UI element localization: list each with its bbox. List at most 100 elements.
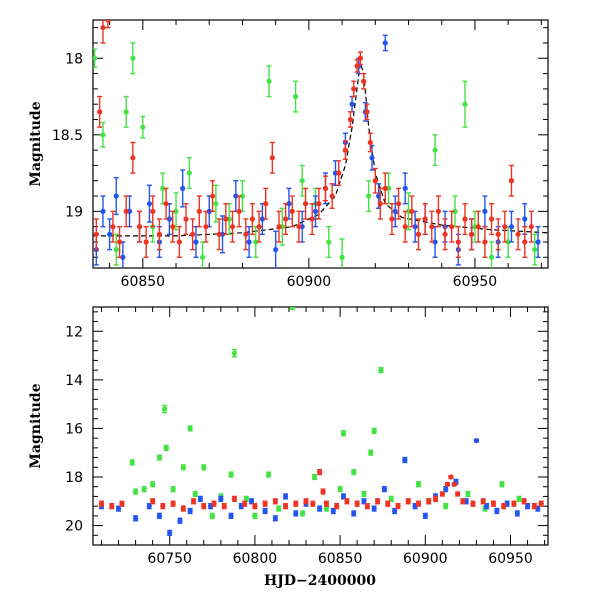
- x-tick-label: 60850: [318, 551, 363, 567]
- data-point-green: [300, 510, 306, 517]
- data-point-blue: [514, 510, 520, 517]
- bottom-panel-frame: [92, 306, 549, 546]
- data-point-red: [276, 224, 282, 230]
- data-point-red: [382, 185, 388, 191]
- data-point-red: [354, 501, 360, 507]
- data-point-blue: [180, 185, 186, 191]
- data-point-green: [231, 350, 238, 356]
- data-point-blue: [218, 496, 224, 502]
- data-point-blue: [177, 518, 183, 524]
- data-point-red: [415, 501, 422, 507]
- data-point-red: [170, 501, 176, 507]
- data-point-blue: [146, 201, 153, 207]
- data-point-blue: [412, 224, 418, 230]
- data-point-red: [409, 208, 415, 214]
- data-point-red: [105, 20, 111, 23]
- data-point-green: [371, 428, 377, 434]
- data-point-blue: [494, 508, 500, 514]
- data-point-blue: [166, 216, 172, 222]
- data-point-red: [190, 231, 196, 237]
- x-tick-label: 60950: [453, 274, 498, 290]
- data-point-blue: [146, 503, 152, 509]
- data-point-blue: [508, 224, 515, 230]
- data-point-green: [432, 147, 438, 153]
- data-point-blue: [402, 185, 408, 191]
- y-tick-label: 18: [65, 51, 83, 67]
- data-point-red: [469, 231, 475, 237]
- data-point-green: [243, 496, 249, 502]
- data-point-blue: [286, 201, 292, 207]
- top-plot-area: [93, 20, 548, 268]
- data-point-green: [113, 247, 119, 253]
- x-tick-label: 60800: [233, 551, 278, 567]
- data-point-green: [239, 193, 246, 199]
- data-point-red: [501, 503, 507, 509]
- data-point-red: [316, 201, 322, 207]
- y-tick-label: 20: [65, 519, 83, 535]
- data-point-blue: [392, 208, 398, 214]
- data-point-red: [317, 469, 323, 475]
- bottom-x-axis-label: HJD−2400000: [264, 573, 376, 589]
- data-point-red: [231, 496, 238, 502]
- y-tick-label: 12: [65, 324, 83, 340]
- data-point-green: [141, 486, 147, 492]
- data-point-red: [136, 224, 143, 230]
- data-point-red: [389, 216, 395, 222]
- x-tick-label: 60950: [488, 551, 533, 567]
- data-point-green: [443, 503, 449, 509]
- data-point-blue: [392, 508, 398, 514]
- data-point-green: [201, 464, 207, 470]
- x-tick-label: 60850: [121, 274, 166, 290]
- data-point-red: [329, 193, 335, 199]
- x-tick-label: 60900: [287, 274, 332, 290]
- data-point-green: [415, 481, 422, 487]
- data-point-blue: [349, 101, 355, 107]
- data-point-blue: [293, 510, 299, 517]
- data-point-green: [163, 445, 169, 451]
- data-point-red: [123, 208, 129, 214]
- data-point-blue: [340, 493, 347, 500]
- data-point-green: [339, 254, 345, 260]
- data-point-red: [296, 224, 302, 230]
- data-point-blue: [312, 208, 319, 214]
- top-tick-labels: 60850 60900 60950 18 18.5 19: [52, 51, 497, 290]
- data-point-blue: [273, 247, 279, 253]
- y-tick-label: 18.5: [52, 128, 83, 144]
- data-point-red: [156, 231, 163, 237]
- data-point-red: [480, 498, 486, 504]
- data-point-green: [140, 124, 146, 130]
- data-point-green: [133, 488, 139, 495]
- data-point-green: [265, 471, 272, 478]
- data-point-red: [395, 201, 402, 207]
- data-point-green: [180, 464, 186, 470]
- data-point-blue: [115, 505, 122, 512]
- data-point-green: [323, 505, 330, 512]
- data-point-green: [173, 208, 179, 214]
- data-point-green: [340, 430, 347, 436]
- data-point-red: [243, 231, 249, 237]
- data-point-red: [415, 231, 422, 237]
- data-point-blue: [361, 498, 367, 504]
- data-point-green: [378, 367, 384, 373]
- data-point-blue: [113, 193, 119, 199]
- data-point-green: [192, 491, 198, 497]
- top-y-axis-label: Magnitude: [28, 101, 44, 186]
- data-point-red: [364, 109, 370, 115]
- data-point-red: [432, 496, 439, 502]
- data-point-blue: [272, 515, 278, 521]
- data-point-red: [435, 208, 442, 214]
- y-tick-label: 16: [65, 421, 83, 437]
- data-point-red: [342, 147, 349, 153]
- data-point-blue: [535, 239, 541, 245]
- data-point-green: [452, 208, 458, 214]
- data-point-red: [528, 224, 534, 230]
- data-point-red: [176, 239, 182, 245]
- data-point-blue: [369, 155, 375, 161]
- data-point-red: [347, 116, 353, 123]
- data-point-green: [228, 471, 234, 478]
- data-point-red: [229, 224, 236, 230]
- data-point-red: [309, 216, 315, 222]
- bottom-y-axis-label: Magnitude: [28, 383, 44, 468]
- data-point-blue: [522, 216, 528, 222]
